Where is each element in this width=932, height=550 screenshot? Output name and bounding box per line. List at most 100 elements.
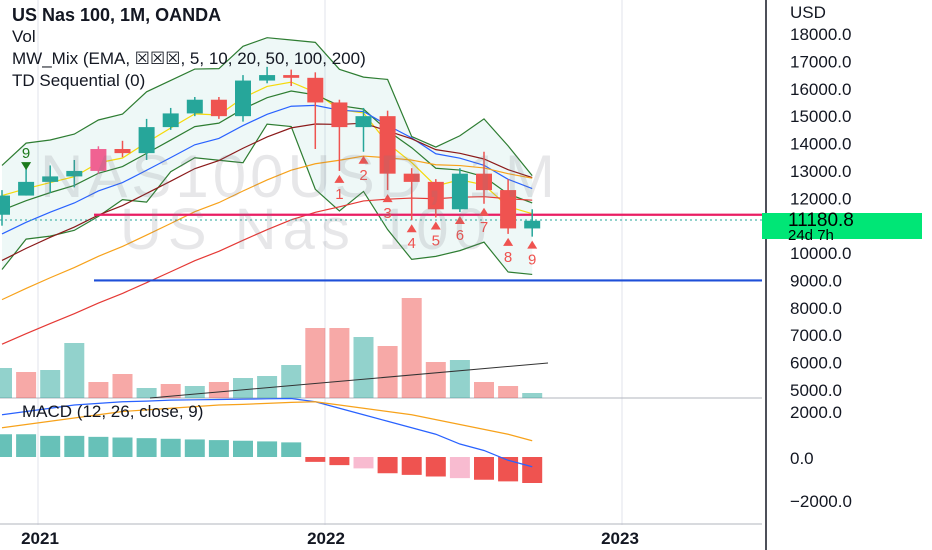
- price-tick-label: 12000.0: [790, 189, 851, 208]
- candle-body: [476, 173, 492, 191]
- volume-bar: [281, 365, 302, 398]
- macd-histogram-bar: [353, 457, 374, 469]
- price-tick-label: 6000.0: [790, 354, 842, 373]
- legend-title[interactable]: US Nas 100, 1M, OANDA: [12, 5, 222, 25]
- td-count-label: 8: [504, 249, 512, 266]
- volume-bar: [353, 337, 374, 398]
- candle-body: [427, 181, 444, 210]
- legend-td-sequential[interactable]: TD Sequential (0): [12, 71, 146, 90]
- macd-tick-label: 2000.0: [790, 403, 842, 422]
- candle-body: [0, 195, 10, 215]
- volume-bar: [88, 382, 109, 398]
- macd-histogram-bar: [136, 438, 157, 457]
- volume-bar: [522, 393, 543, 398]
- volume-bar: [401, 298, 422, 398]
- macd-histogram-bar: [112, 437, 133, 457]
- ema-5-line: [1, 81, 533, 215]
- volume-bar: [377, 346, 398, 398]
- price-axis-unit: USD: [790, 3, 826, 22]
- macd-histogram-bar: [281, 442, 302, 457]
- price-tick-label: 15000.0: [790, 107, 851, 126]
- volume-bar: [257, 376, 278, 398]
- macd-histogram-bar: [425, 457, 446, 477]
- td-count-label: 7: [480, 219, 488, 236]
- candle-body: [259, 75, 276, 81]
- macd-histogram-bar: [233, 440, 253, 457]
- candle-body: [210, 99, 227, 117]
- volume-bar: [160, 384, 181, 398]
- volume-bar: [498, 386, 519, 398]
- volume-bar: [184, 386, 205, 398]
- ema-200-line: [1, 196, 533, 345]
- macd-histogram-bar: [16, 434, 37, 457]
- signal-line: [1, 401, 533, 442]
- ema-20-line: [1, 104, 533, 235]
- macd-histogram-bar: [257, 441, 278, 457]
- td-count-label: 2: [359, 167, 367, 184]
- candle-body: [162, 113, 179, 128]
- candle-body: [42, 176, 59, 182]
- price-tick-label: 7000.0: [790, 326, 842, 345]
- candle-body: [66, 170, 83, 177]
- td-arrow: [21, 162, 32, 171]
- volume-bar: [112, 374, 133, 398]
- candle-body: [307, 77, 324, 103]
- macd-histogram-bar: [0, 434, 12, 457]
- candle-body: [186, 99, 203, 114]
- candle-body: [379, 116, 396, 174]
- td-count-label: 6: [456, 227, 464, 244]
- td-count-label: 3: [383, 205, 391, 222]
- macd-histogram-bar: [401, 457, 422, 475]
- macd-legend[interactable]: MACD (12, 26, close, 9): [22, 402, 204, 421]
- macd-tick-label: −2000.0: [790, 492, 852, 511]
- td-count-label: 9: [528, 252, 536, 269]
- macd-histogram-bar: [377, 457, 398, 474]
- candle-body: [138, 127, 155, 154]
- candle-body: [18, 181, 35, 196]
- candle-body: [90, 149, 107, 171]
- td-arrow: [454, 216, 465, 224]
- candle-body: [500, 190, 517, 229]
- price-tick-label: 14000.0: [790, 135, 851, 154]
- time-tick-label: 2023: [601, 529, 639, 548]
- macd-histogram-bar: [522, 457, 543, 483]
- macd-histogram-bar: [64, 435, 85, 457]
- macd-histogram-bar: [474, 457, 494, 480]
- candle-body: [235, 80, 251, 117]
- legend-mw-mix[interactable]: MW_Mix (EMA, ☒☒☒, 5, 10, 20, 50, 100, 20…: [12, 49, 366, 68]
- volume-bar: [136, 388, 157, 398]
- macd-line: [1, 397, 533, 468]
- td-arrow: [527, 240, 538, 249]
- legend: US Nas 100, 1M, OANDA Vol MW_Mix (EMA, ☒…: [12, 4, 366, 92]
- volume-bar: [16, 372, 37, 398]
- td-arrow: [382, 194, 393, 203]
- volume-ma-line: [149, 362, 549, 399]
- ema-50-line: [1, 122, 533, 261]
- td-arrow: [406, 224, 417, 233]
- volume-bar: [233, 378, 253, 398]
- last-price: 11180.8: [788, 210, 854, 231]
- bollinger-lower: [1, 123, 533, 276]
- td-count-label: 1: [335, 186, 343, 203]
- td-arrow: [358, 155, 369, 164]
- macd-histogram-bar: [160, 438, 181, 457]
- volume-bar: [208, 382, 229, 398]
- ema-10-line: [1, 90, 533, 211]
- volume-bar: [305, 328, 326, 398]
- volume-bar: [449, 360, 470, 398]
- price-tick-label: 18000.0: [790, 25, 851, 44]
- macd-histogram-bar: [449, 457, 470, 479]
- price-tick-label: 9000.0: [790, 271, 842, 290]
- volume-bar: [40, 370, 61, 398]
- price-tick-label: 13000.0: [790, 162, 851, 181]
- macd-histogram-bar: [40, 435, 61, 457]
- price-tick-label: 10000.0: [790, 244, 851, 263]
- legend-vol[interactable]: Vol: [12, 27, 36, 46]
- ema-100-line: [1, 155, 533, 301]
- td-count-label: 9: [22, 145, 30, 162]
- candle-body: [403, 173, 420, 182]
- volume-bar: [474, 382, 494, 398]
- price-tick-label: 17000.0: [790, 52, 851, 71]
